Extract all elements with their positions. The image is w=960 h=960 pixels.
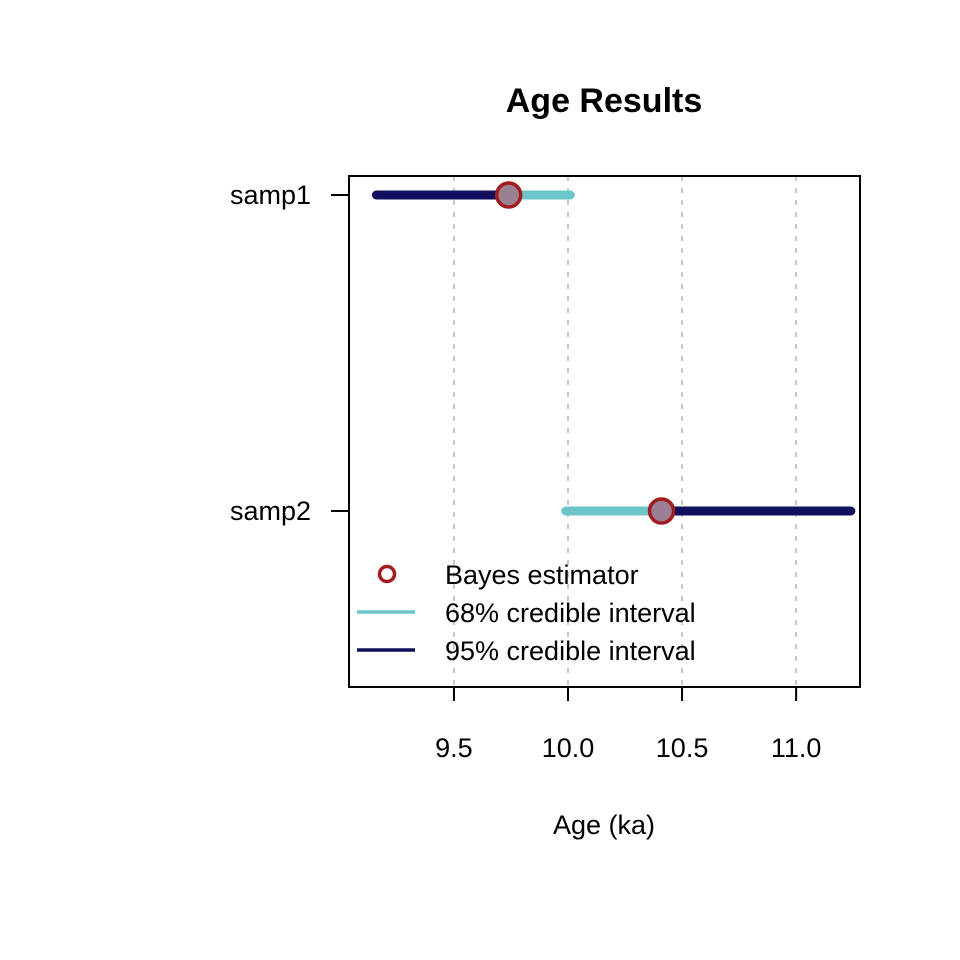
legend: Bayes estimator 68% credible interval 95% … — [357, 560, 696, 666]
y-tick-label: samp2 — [230, 496, 311, 526]
x-tick-label: 10.5 — [656, 733, 709, 763]
x-tick-label: 9.5 — [435, 733, 473, 763]
plot-frame — [348, 175, 861, 688]
x-tick-label: 11.0 — [771, 733, 822, 763]
legend-label: 95% credible interval — [445, 636, 696, 666]
legend-marker-bayes — [377, 564, 397, 584]
bayes-point-samp1 — [494, 181, 523, 209]
x-tick-label: 10.0 — [542, 733, 595, 763]
legend-label: Bayes estimator — [445, 560, 639, 590]
grid-layer — [452, 176, 798, 687]
bayes-point-samp2 — [647, 497, 676, 525]
series-layer — [371, 181, 856, 525]
x-axis-label: Age (ka) — [553, 810, 655, 840]
legend-label: 68% credible interval — [445, 598, 696, 628]
x-axis: 9.5 10.0 10.5 11.0 — [435, 687, 821, 763]
y-tick-label: samp1 — [230, 180, 311, 210]
chart-title: Age Results — [506, 82, 703, 120]
y-axis: samp1 samp2 — [230, 180, 349, 526]
